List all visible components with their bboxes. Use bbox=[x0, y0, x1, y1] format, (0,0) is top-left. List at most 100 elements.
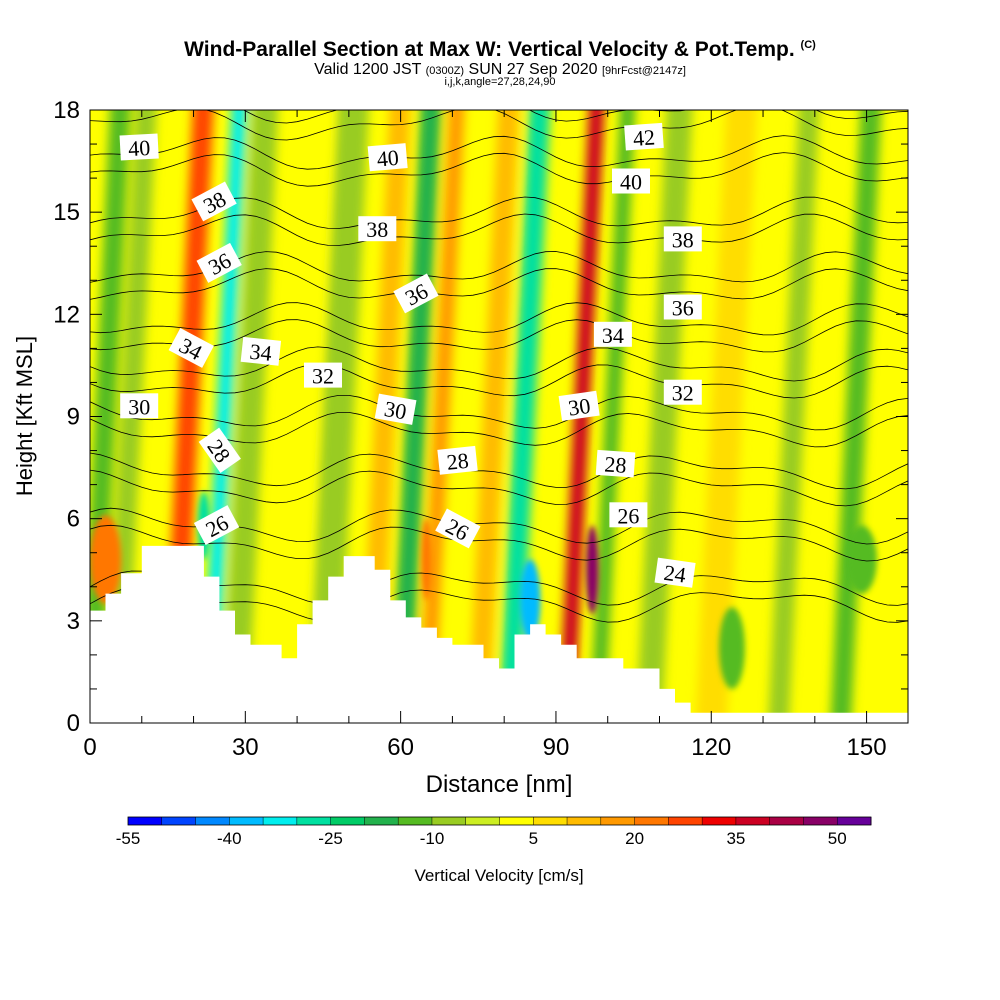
x-tick-label: 90 bbox=[543, 734, 570, 761]
contour-label-text: 42 bbox=[632, 124, 656, 150]
x-tick-label: 150 bbox=[847, 734, 887, 761]
contour-label-text: 32 bbox=[672, 381, 694, 406]
contour-label-box bbox=[663, 226, 702, 252]
colorbar-swatch bbox=[229, 817, 264, 825]
colorbar-swatch bbox=[128, 817, 163, 825]
contour-label-box bbox=[304, 362, 342, 388]
contour-label-text: 30 bbox=[128, 394, 150, 419]
contour-label-text: 30 bbox=[567, 393, 592, 421]
x-tick-label: 0 bbox=[83, 734, 96, 761]
contour-label-text: 40 bbox=[128, 135, 151, 161]
contour-label-box bbox=[358, 216, 397, 242]
contour-label-36: 36 bbox=[393, 273, 439, 314]
x-tick-label: 30 bbox=[232, 734, 259, 761]
contour-label-34: 34 bbox=[593, 321, 632, 348]
theta-line-24-b bbox=[90, 570, 908, 606]
contour-label-box bbox=[435, 508, 481, 549]
y-axis-label: Height [Kft MSL] bbox=[12, 336, 37, 496]
contour-label-40: 40 bbox=[612, 168, 650, 195]
y-tick-label: 6 bbox=[67, 506, 80, 533]
colorbar-tick-label: 5 bbox=[529, 829, 538, 848]
contour-label-30: 30 bbox=[120, 393, 159, 419]
colorbar-tick-label: 50 bbox=[828, 829, 847, 848]
colorbar-swatch bbox=[769, 817, 804, 825]
contour-label-box bbox=[654, 557, 696, 588]
chart-indices: i,j,k,angle=27,28,24,90 bbox=[444, 76, 556, 88]
field-core bbox=[519, 559, 541, 642]
colorbar-tick-label: -25 bbox=[318, 829, 343, 848]
contour-label-30: 30 bbox=[558, 390, 600, 421]
theta-line-30-b bbox=[90, 395, 908, 431]
contour-label-box bbox=[191, 181, 237, 222]
theta-line-40-a bbox=[90, 152, 908, 187]
x-tick-label: 120 bbox=[691, 734, 731, 761]
field-column bbox=[467, 110, 519, 723]
theta-line-36-a bbox=[90, 268, 908, 300]
contour-label-34: 34 bbox=[240, 336, 282, 366]
colorbar-tick-label: 20 bbox=[625, 829, 644, 848]
colorbar: -55 -40 -25 -10 5 20 35 50 bbox=[116, 816, 872, 848]
contour-label-42: 42 bbox=[624, 122, 664, 151]
chart-subtitle: Valid 1200 JST (0300Z) SUN 27 Sep 2020 [… bbox=[314, 61, 686, 78]
contour-label-box bbox=[595, 449, 636, 478]
contour-label-text: 40 bbox=[620, 170, 642, 195]
theta-line-24-a bbox=[90, 587, 908, 623]
colorbar-swatch bbox=[364, 817, 399, 825]
contour-label-box bbox=[367, 143, 408, 172]
contour-label-box bbox=[609, 502, 648, 528]
field-column bbox=[830, 110, 882, 723]
chart-title: Wind-Parallel Section at Max W: Vertical… bbox=[184, 38, 816, 61]
contour-label-box bbox=[120, 393, 159, 419]
field-core bbox=[421, 518, 432, 601]
field-core bbox=[585, 525, 599, 615]
colorbar-swatch bbox=[702, 817, 737, 825]
colorbar-swatch bbox=[803, 817, 838, 825]
contour-label-text: 36 bbox=[672, 296, 694, 321]
contour-label-box bbox=[593, 321, 632, 347]
colorbar-swatch bbox=[600, 817, 636, 825]
contour-label-box bbox=[612, 168, 650, 194]
y-tick-label: 9 bbox=[67, 404, 80, 431]
y-tick-label: 18 bbox=[53, 97, 80, 124]
contour-label-box bbox=[393, 273, 439, 314]
contour-label-text: 38 bbox=[672, 227, 694, 252]
contour-label-36: 36 bbox=[663, 294, 702, 321]
colorbar-tick-label: -10 bbox=[420, 829, 445, 848]
contour-label-32: 32 bbox=[304, 362, 342, 389]
contour-label-26: 26 bbox=[609, 502, 648, 528]
field-column bbox=[695, 110, 758, 723]
contour-label-box bbox=[240, 336, 282, 366]
colorbar-swatch bbox=[263, 817, 298, 825]
contour-label-text: 38 bbox=[366, 217, 388, 242]
contour-label-box bbox=[119, 133, 159, 161]
contour-label-box bbox=[663, 379, 702, 405]
colorbar-swatch bbox=[533, 817, 568, 825]
y-tick-label: 12 bbox=[53, 301, 80, 328]
contour-label-box bbox=[193, 505, 240, 546]
colorbar-tick-label: -55 bbox=[116, 829, 141, 848]
contour-label-box bbox=[624, 122, 664, 151]
contour-label-28: 28 bbox=[595, 449, 636, 478]
field-column bbox=[499, 110, 550, 723]
theta-line-28-a bbox=[90, 469, 908, 507]
field-column bbox=[589, 110, 636, 723]
y-tick-label: 0 bbox=[67, 710, 80, 737]
theta-line-42-a bbox=[90, 110, 908, 141]
y-tick-label: 3 bbox=[67, 608, 80, 635]
contour-label-box bbox=[558, 390, 600, 421]
theta-line-34-a bbox=[90, 319, 908, 353]
contour-label-32: 32 bbox=[663, 379, 702, 406]
colorbar-swatch bbox=[398, 817, 433, 825]
colorbar-swatch bbox=[465, 817, 500, 825]
contour-label-40: 40 bbox=[119, 133, 159, 161]
colorbar-swatch bbox=[296, 817, 332, 825]
contour-label-38: 38 bbox=[663, 226, 702, 252]
contour-label-text: 24 bbox=[662, 560, 687, 588]
contour-label-40: 40 bbox=[367, 143, 408, 172]
field-core bbox=[719, 607, 745, 689]
x-axis-label: Distance [nm] bbox=[426, 771, 573, 798]
contour-label-text: 26 bbox=[617, 503, 639, 528]
field-column bbox=[222, 110, 279, 723]
